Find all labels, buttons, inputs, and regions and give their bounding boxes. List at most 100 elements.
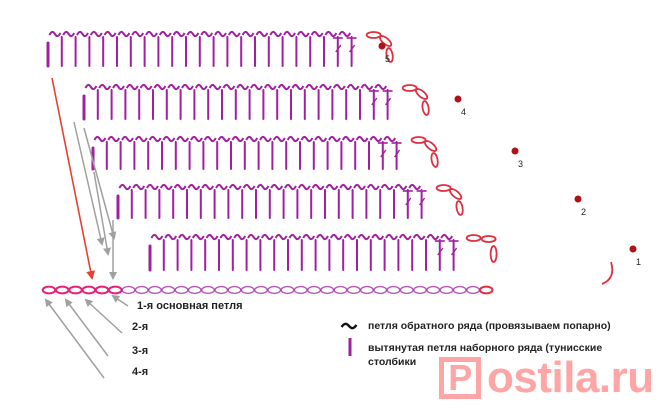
turning-chain-loop — [449, 188, 463, 200]
return-loop-tilde — [311, 183, 325, 191]
row-1: 1 — [148, 233, 641, 272]
return-loop-tilde — [241, 30, 255, 38]
return-loop-tilde — [374, 83, 388, 91]
return-loop-tilde — [302, 233, 316, 241]
return-loop-tilde — [263, 83, 277, 91]
row-number: 4 — [461, 107, 466, 117]
return-loop-tilde — [259, 135, 272, 143]
foundation-chain-loop — [214, 285, 229, 295]
foundation-chain-loop — [333, 285, 348, 295]
arrow-gray — [73, 121, 105, 246]
foundation-chain-loop — [227, 285, 242, 295]
return-loop-tilde — [76, 30, 89, 38]
watermark-box-icon: P — [439, 357, 481, 399]
turning-chain-loop — [365, 31, 382, 39]
return-loop-tilde — [190, 135, 203, 143]
return-loop-tilde — [341, 135, 355, 143]
return-loop-tilde — [132, 183, 146, 191]
return-loop-tilde — [217, 135, 231, 143]
return-loop-tilde — [366, 183, 380, 191]
arrow-gray — [83, 127, 117, 240]
return-loop-tilde — [339, 183, 353, 191]
foundation-chain-loop — [200, 285, 215, 295]
chain-turning-arc — [601, 261, 614, 285]
foundation-loop-highlight — [54, 285, 70, 295]
hook-slant — [380, 149, 387, 158]
turning-chain-loop — [455, 200, 464, 216]
row-number: 5 — [385, 54, 390, 64]
return-loop-tilde — [173, 183, 187, 191]
return-loop-tilde — [297, 183, 311, 191]
return-loop-tilde — [394, 183, 408, 191]
label-second-loop: 2-я — [132, 321, 149, 333]
return-loop-tilde — [158, 30, 172, 38]
legend-stick-text: вытянутая петля наборного ряда (тунисски… — [368, 342, 603, 368]
return-loop-tilde — [162, 135, 176, 143]
foundation-chain-loop — [161, 285, 176, 295]
return-loop-tilde — [245, 135, 259, 143]
return-loop-tilde — [159, 183, 173, 191]
return-loop-tilde — [314, 135, 328, 143]
return-loop-tilde — [231, 135, 245, 143]
return-loop-tilde — [222, 83, 236, 91]
legend-tilde-text: петля обратного ряда (провязываем попарн… — [368, 320, 611, 332]
turning-chain-loop — [415, 88, 429, 100]
turning-chain-loop — [465, 234, 482, 242]
return-loop-tilde — [117, 30, 131, 38]
hook-slant — [451, 247, 458, 256]
return-loop-tilde — [283, 30, 296, 38]
return-loop-tilde — [191, 233, 205, 241]
foundation-loop-highlight — [107, 285, 123, 295]
row-3: 3 — [91, 135, 523, 171]
return-loop-tilde — [89, 30, 103, 38]
row-2: 2 — [116, 183, 586, 220]
turning-chain-loop — [421, 100, 430, 116]
hook-slant — [405, 197, 412, 206]
return-loop-tilde — [164, 233, 178, 241]
foundation-loop-highlight — [94, 285, 110, 295]
foundation-loop-highlight — [68, 285, 83, 295]
label-third-loop: 3-я — [132, 345, 149, 357]
label-first-main-loop: 1-я основная петля — [137, 300, 243, 312]
foundation-chain-loop — [267, 285, 282, 295]
return-loop-tilde — [181, 83, 194, 91]
return-loop-tilde — [353, 183, 366, 191]
return-loop-tilde — [369, 135, 383, 143]
foundation-chain-loop — [373, 285, 388, 295]
return-loop-tilde — [332, 83, 346, 91]
return-loop-tilde — [121, 135, 134, 143]
foundation-chain-loop — [293, 285, 308, 295]
foundation-chain-loop — [413, 285, 428, 295]
turning-chain-loop — [401, 84, 418, 92]
return-loop-tilde — [296, 30, 310, 38]
return-loop-tilde — [247, 233, 260, 241]
return-loop-tilde — [440, 233, 454, 241]
return-loop-tilde — [383, 135, 397, 143]
return-loop-tilde — [201, 183, 215, 191]
foundation-chain-loop — [280, 285, 295, 295]
return-loop-tilde — [260, 233, 274, 241]
return-loop-tilde — [346, 83, 360, 91]
hook-slant — [394, 149, 401, 158]
return-loop-tilde — [310, 30, 324, 38]
return-loop-tilde — [272, 135, 286, 143]
row-marker-dot — [378, 42, 386, 50]
return-loop-tilde — [178, 233, 191, 241]
hook-slant — [349, 44, 356, 53]
arrow-red — [51, 77, 96, 280]
turning-chain-loop — [435, 184, 452, 192]
return-loop-tilde — [319, 83, 332, 91]
hook-slant — [419, 197, 426, 206]
return-loop-tilde — [288, 233, 302, 241]
return-loop-tilde — [93, 135, 107, 143]
return-loop-tilde — [205, 233, 219, 241]
return-loop-tilde — [227, 30, 241, 38]
row-number: 2 — [581, 207, 586, 217]
arrow-gray — [93, 171, 111, 256]
foundation-chain-loop — [426, 285, 441, 295]
foundation-chain-loop — [386, 285, 401, 295]
return-loop-tilde — [284, 183, 297, 191]
return-loop-tilde — [316, 233, 329, 241]
label-fourth-loop: 4-я — [132, 366, 149, 378]
return-loop-tilde — [325, 183, 339, 191]
